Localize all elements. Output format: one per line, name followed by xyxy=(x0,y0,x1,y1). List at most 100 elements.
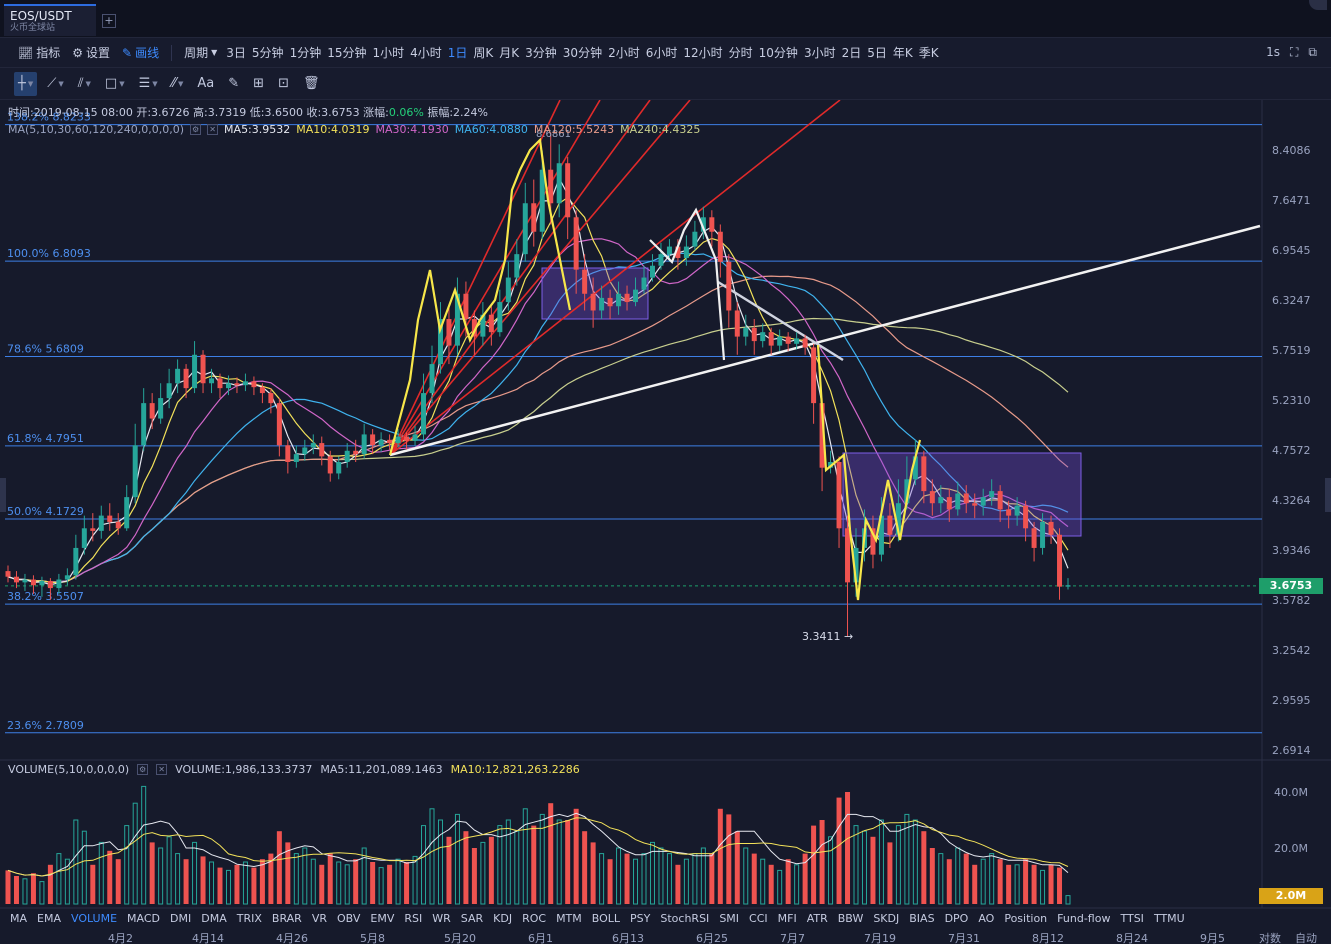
indicator-boll[interactable]: BOLL xyxy=(591,911,621,925)
chevron-down-icon[interactable]: ▼ xyxy=(152,79,158,88)
timeframe-16[interactable]: 3小时 xyxy=(803,46,836,60)
indicator-bias[interactable]: BIAS xyxy=(909,911,935,925)
indicator-brar[interactable]: BRAR xyxy=(271,911,302,925)
chart-svg[interactable]: 8.4086 7.6471 6.9545 6.3247 5.7519 5.2310 4.75… xyxy=(0,99,1331,944)
timeframe-4[interactable]: 1小时 xyxy=(372,46,405,60)
indicator-sar[interactable]: SAR xyxy=(460,911,484,925)
draw-button[interactable]: ✎ 画线 xyxy=(116,44,165,61)
settings-icon[interactable]: ⚙ xyxy=(137,764,149,775)
indicator-stochrsi[interactable]: StochRSI xyxy=(660,911,710,925)
indicator-ma[interactable]: MA xyxy=(10,911,28,925)
timeframe-14[interactable]: 分时 xyxy=(728,46,753,60)
indicator-vr[interactable]: VR xyxy=(311,911,327,925)
indicators-button[interactable]: 📈︎ 指标 xyxy=(12,44,66,61)
timeframe-3[interactable]: 15分钟 xyxy=(327,46,367,60)
indicator-ao[interactable]: AO xyxy=(978,911,995,925)
trash-tool[interactable]: 🗑 xyxy=(299,72,324,96)
crosshair-tool[interactable]: ┼ ▼ xyxy=(14,71,38,96)
indicator-trix[interactable]: TRIX xyxy=(236,911,262,925)
indicator-mfi[interactable]: MFI xyxy=(777,911,797,925)
timeframe-19[interactable]: 年K xyxy=(892,46,913,60)
measure-tool[interactable]: ⊞ xyxy=(249,72,268,96)
chevron-down-icon[interactable]: ▼ xyxy=(119,79,125,88)
popout-icon[interactable]: ⧉ xyxy=(1308,45,1317,59)
timeframe-11[interactable]: 2小时 xyxy=(608,46,640,60)
candle-body xyxy=(734,310,740,337)
timeframe-6[interactable]: 1日 xyxy=(447,46,468,60)
timeframe-18[interactable]: 5日 xyxy=(867,46,887,60)
left-panel-handle[interactable] xyxy=(0,478,6,512)
brush-tool[interactable]: ✎ xyxy=(224,72,243,96)
volume-bar xyxy=(861,830,867,905)
lock-tool[interactable]: ⊡ xyxy=(274,72,293,96)
timeframe-13[interactable]: 12小时 xyxy=(683,46,723,60)
indicator-atr[interactable]: ATR xyxy=(806,911,828,925)
indicator-skdj[interactable]: SKDJ xyxy=(873,911,900,925)
candle-body xyxy=(1006,509,1012,516)
timeframe-17[interactable]: 2日 xyxy=(841,46,862,60)
settings-button[interactable]: ⚙ 设置 xyxy=(66,44,116,61)
timeframe-10[interactable]: 30分钟 xyxy=(562,46,603,60)
indicator-cci[interactable]: CCI xyxy=(749,911,768,925)
chevron-down-icon[interactable]: ▼ xyxy=(178,79,184,88)
chart-area[interactable]: 8.4086 7.6471 6.9545 6.3247 5.7519 5.2310 4.75… xyxy=(0,99,1331,944)
indicator-ttsi[interactable]: TTSI xyxy=(1120,911,1144,925)
indicator-volume[interactable]: VOLUME xyxy=(70,911,118,925)
indicator-emv[interactable]: EMV xyxy=(370,911,395,925)
wave-tool[interactable]: ⁄⁄ ▼ xyxy=(168,72,188,96)
volume-params[interactable]: VOLUME(5,10,0,0,0,0) xyxy=(8,763,130,776)
fullscreen-icon[interactable]: ⛶ xyxy=(1290,45,1299,59)
timeframe-1[interactable]: 5分钟 xyxy=(251,46,284,60)
volume-bar xyxy=(336,861,342,905)
close-icon[interactable]: ✕ xyxy=(207,124,219,135)
channel-tool[interactable]: ⫽ ▼ xyxy=(74,72,95,96)
timeframe-7[interactable]: 周K xyxy=(473,46,494,60)
timeframe-9[interactable]: 3分钟 xyxy=(525,46,557,60)
indicator-ttmu[interactable]: TTMU xyxy=(1153,911,1185,925)
rectangle-tool[interactable]: □ ▼ xyxy=(101,72,129,96)
volume-bar xyxy=(13,876,19,904)
ma-params[interactable]: MA(5,10,30,60,120,240,0,0,0,0) xyxy=(8,123,185,136)
chevron-down-icon[interactable]: ▼ xyxy=(58,79,64,88)
indicator-psy[interactable]: PSY xyxy=(630,911,651,925)
chevron-down-icon[interactable]: ▼ xyxy=(85,79,91,88)
timeframe-20[interactable]: 季K xyxy=(918,46,939,60)
right-panel-handle[interactable] xyxy=(1325,478,1331,512)
trendline-tool[interactable]: ⟋ ▼ xyxy=(43,72,68,96)
timeframe-2[interactable]: 1分钟 xyxy=(289,46,322,60)
log-scale-toggle[interactable]: 对数 xyxy=(1259,932,1281,944)
indicator-rsi[interactable]: RSI xyxy=(404,911,423,925)
fib-tool[interactable]: ☰ ▼ xyxy=(135,72,162,96)
tab-eos-usdt[interactable]: EOS/USDT 火币全球站 xyxy=(4,4,96,36)
indicator-kdj[interactable]: KDJ xyxy=(493,911,513,925)
timeframe-0[interactable]: 3日 xyxy=(226,46,246,60)
indicator-smi[interactable]: SMI xyxy=(719,911,740,925)
timeframe-5[interactable]: 4小时 xyxy=(410,46,442,60)
text-tool[interactable]: Aa xyxy=(193,72,218,96)
indicator-dma[interactable]: DMA xyxy=(201,911,227,925)
indicator-bbw[interactable]: BBW xyxy=(837,911,864,925)
add-tab-button[interactable]: + xyxy=(102,14,116,28)
period-dropdown[interactable]: 周期 ▼ xyxy=(178,44,223,61)
indicator-roc[interactable]: ROC xyxy=(522,911,547,925)
indicator-wr[interactable]: WR xyxy=(432,911,451,925)
timeframe-12[interactable]: 6小时 xyxy=(645,46,678,60)
settings-icon[interactable]: ⚙ xyxy=(190,124,202,135)
indicator-obv[interactable]: OBV xyxy=(337,911,361,925)
candle-body xyxy=(200,354,206,384)
indicator-mtm[interactable]: MTM xyxy=(556,911,582,925)
timeframe-8[interactable]: 月K xyxy=(499,46,520,60)
close-icon[interactable]: ✕ xyxy=(156,764,168,775)
indicator-dpo[interactable]: DPO xyxy=(944,911,969,925)
interval-label[interactable]: 1s xyxy=(1266,45,1281,59)
timeframe-15[interactable]: 10分钟 xyxy=(758,46,798,60)
volume-bar xyxy=(904,813,910,905)
indicator-dmi[interactable]: DMI xyxy=(170,911,192,925)
indicator-fund-flow[interactable]: Fund-flow xyxy=(1057,911,1111,925)
auto-scale-toggle[interactable]: 自动 xyxy=(1295,932,1317,944)
chevron-down-icon[interactable]: ▼ xyxy=(27,79,34,88)
candle-body xyxy=(590,293,596,311)
indicator-ema[interactable]: EMA xyxy=(37,911,61,925)
indicator-position[interactable]: Position xyxy=(1004,911,1048,925)
indicator-macd[interactable]: MACD xyxy=(127,911,161,925)
